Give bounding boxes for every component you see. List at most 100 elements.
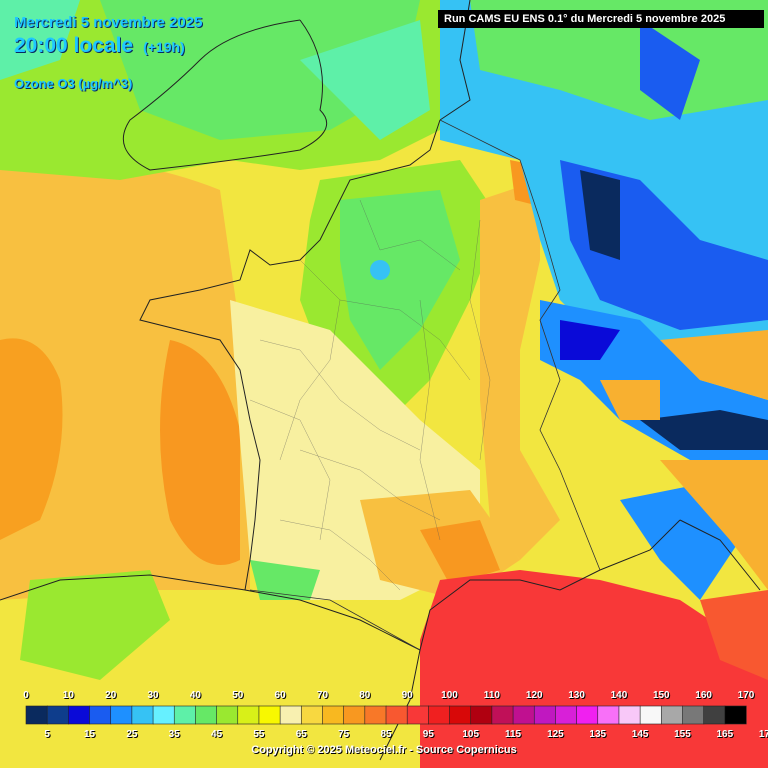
legend-bottom-label: 105: [462, 729, 480, 740]
region-east-france: [480, 180, 560, 560]
region-north-italy: [660, 330, 768, 400]
legend-swatch: [343, 705, 366, 725]
coast-italy: [679, 519, 761, 591]
coast-netherlands: [439, 0, 471, 121]
legend-swatch: [89, 705, 112, 725]
legend-bottom-label: 65: [295, 729, 307, 740]
region-pyrenees-green: [250, 560, 320, 600]
forecast-offset: (+19h): [143, 39, 185, 55]
region-north-germany-blue: [640, 20, 700, 120]
legend-swatch: [724, 705, 747, 725]
legend-bottom-label: 175: [758, 729, 768, 740]
border-france-spain: [249, 589, 421, 651]
legend-swatch: [449, 705, 472, 725]
forecast-time-label: 20:00 locale: [14, 34, 134, 57]
legend-bottom-label: 5: [44, 729, 50, 740]
legend-swatch: [618, 705, 641, 725]
legend-bottom-label: 115: [504, 729, 522, 740]
coast-france-west: [139, 119, 441, 591]
legend-bottom-label: 95: [422, 729, 434, 740]
legend-swatch: [385, 705, 408, 725]
legend-bottom-label: 45: [211, 729, 223, 740]
legend-top-label: 20: [105, 690, 117, 701]
legend-swatch: [576, 705, 599, 725]
legend-top-label: 80: [359, 690, 371, 701]
legend-swatch: [406, 705, 429, 725]
region-paris-green: [340, 190, 460, 370]
legend-bottom-label: 35: [168, 729, 180, 740]
legend-top-label: 130: [568, 690, 585, 701]
region-atlantic-orange-west: [0, 338, 63, 540]
region-ireland-sea: [0, 0, 80, 80]
legend-swatch: [131, 705, 154, 725]
region-tyrrhenian: [700, 590, 768, 680]
legend-bottom-label: 15: [83, 729, 96, 740]
legend-swatch: [237, 705, 260, 725]
forecast-date: Mercredi 5 novembre 2025: [14, 14, 203, 31]
legend-top-label: 90: [401, 690, 413, 701]
region-swiss-blue: [560, 320, 620, 360]
region-north-sea: [300, 20, 430, 140]
legend-top-label: 140: [610, 690, 628, 701]
region-italy-orange: [660, 460, 768, 590]
legend-swatch: [25, 705, 48, 725]
legend-swatch: [195, 705, 218, 725]
legend-top-label: 50: [232, 690, 244, 701]
legend-top-label: 30: [147, 690, 159, 701]
department-lines: [249, 199, 491, 591]
legend-swatch: [300, 705, 324, 725]
borders: [249, 119, 601, 651]
legend-top-label: 70: [316, 690, 329, 701]
legend-top-label: 150: [652, 690, 670, 701]
region-north-germany-green: [470, 0, 768, 120]
copyright: Copyright © 2025 Meteociel.fr - Source C…: [251, 744, 517, 756]
coast-spain-north: [0, 574, 246, 601]
legend-swatch: [173, 705, 197, 725]
legend-swatch: [660, 705, 684, 725]
legend-top-label: 100: [441, 690, 458, 701]
legend-swatch: [216, 705, 239, 725]
legend-swatch: [46, 705, 69, 725]
legend-swatch: [279, 705, 302, 725]
legend-swatch: [110, 705, 133, 725]
legend-bottom-label: 145: [631, 729, 649, 740]
legend-top-label: 10: [62, 690, 74, 701]
legend-swatch: [470, 705, 493, 725]
legend-swatch: [322, 705, 345, 725]
coast-spain-east: [379, 649, 421, 761]
region-cantabria-green: [20, 570, 170, 680]
legend-swatch: [682, 705, 705, 725]
region-germany-darkblue: [580, 170, 620, 260]
legend-swatch: [258, 705, 281, 725]
legend-swatch: [639, 705, 662, 725]
forecast-time: 20:00 locale (+19h): [14, 34, 185, 58]
legend-swatch: [533, 705, 557, 725]
color-legend: 0 10 20 30 40 50 60 70 80 90 100 110 120 130 140 150 160…: [0, 688, 768, 768]
legend-bottom-label: 55: [253, 729, 265, 740]
coast-uk: [122, 19, 328, 171]
legend-top-label: 40: [189, 690, 201, 701]
region-biscay-orange: [160, 340, 240, 565]
region-piedmont: [600, 380, 660, 420]
region-paris-blue: [370, 260, 390, 280]
legend-top-label: 170: [737, 690, 755, 701]
legend-swatch: [68, 705, 91, 725]
legend-bottom-label: 165: [716, 729, 734, 740]
coast-france-south: [244, 519, 681, 651]
legend-top-label: 120: [525, 690, 543, 701]
legend-bar: [25, 705, 747, 725]
legend-swatch: [364, 705, 387, 725]
region-uk-green: [100, 0, 420, 140]
legend-swatch: [597, 705, 620, 725]
legend-top-label: 160: [695, 690, 712, 701]
legend-swatch: [152, 705, 175, 725]
legend-swatch: [555, 705, 578, 725]
parameter-label: Ozone O3 (µg/m^3): [14, 76, 133, 91]
legend-top-label: 0: [23, 690, 29, 701]
region-languedoc-orange: [420, 520, 500, 585]
legend-bottom-label: 155: [674, 729, 691, 740]
legend-top-label: 110: [483, 690, 500, 701]
